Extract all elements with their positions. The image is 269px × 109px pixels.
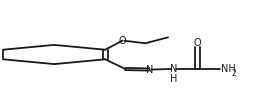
Text: NH: NH xyxy=(221,64,236,74)
Text: N: N xyxy=(146,65,153,75)
Text: H: H xyxy=(170,74,177,84)
Text: O: O xyxy=(119,36,126,46)
Text: O: O xyxy=(194,38,201,48)
Text: 2: 2 xyxy=(232,69,236,78)
Text: N: N xyxy=(170,64,177,74)
